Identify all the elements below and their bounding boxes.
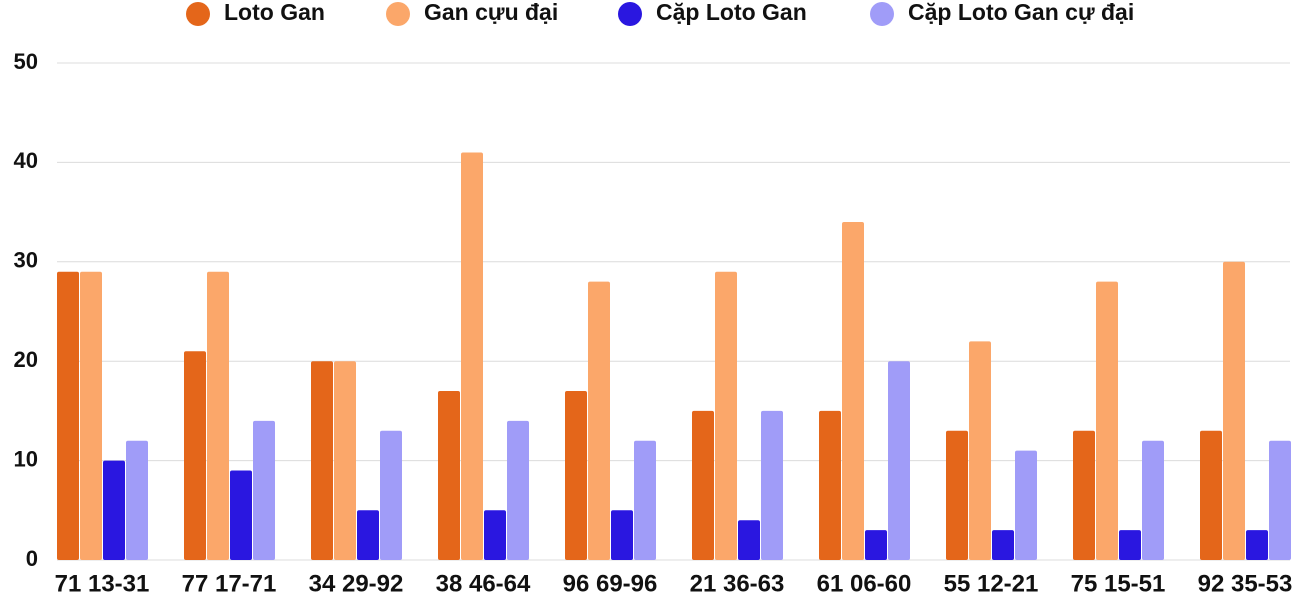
x-tick-label: 92 35-53: [1198, 570, 1293, 597]
y-tick-label: 10: [14, 446, 38, 471]
bar: [507, 420, 529, 560]
bar: [438, 391, 460, 560]
bar: [1142, 440, 1164, 560]
bar: [126, 440, 148, 560]
legend-marker: [618, 2, 642, 26]
x-tick-label: 75 15-51: [1071, 570, 1166, 597]
x-tick-label: 38 46-64: [436, 570, 531, 597]
legend-label: Gan cựu đại: [424, 0, 558, 25]
x-tick-label: 96 69-96: [563, 570, 658, 597]
x-tick-label: 34 29-92: [309, 570, 404, 597]
bar: [1073, 430, 1095, 560]
bar: [230, 470, 252, 560]
bar: [865, 530, 887, 560]
y-tick-label: 40: [14, 148, 38, 173]
bar: [484, 510, 506, 560]
bar: [1096, 281, 1118, 560]
legend-label: Loto Gan: [224, 0, 325, 25]
x-tick-label: 61 06-60: [817, 570, 912, 597]
bar: [946, 430, 968, 560]
x-tick-label: 77 17-71: [182, 570, 277, 597]
bar: [1015, 450, 1037, 560]
bar: [380, 430, 402, 560]
bar: [969, 341, 991, 560]
bar: [103, 460, 125, 560]
bar: [819, 410, 841, 560]
bar: [715, 271, 737, 560]
bar: [842, 222, 864, 561]
bar: [888, 361, 910, 560]
legend-marker: [386, 2, 410, 26]
bar: [634, 440, 656, 560]
y-tick-label: 0: [26, 546, 38, 571]
y-tick-label: 20: [14, 347, 38, 372]
bar: [80, 271, 102, 560]
bar: [588, 281, 610, 560]
legend-label: Cặp Loto Gan: [656, 0, 807, 25]
bar: [334, 361, 356, 560]
bar: [692, 410, 714, 560]
x-tick-label: 21 36-63: [690, 570, 785, 597]
bar: [311, 361, 333, 560]
bar: [1223, 261, 1245, 560]
bar: [992, 530, 1014, 560]
bar: [57, 271, 79, 560]
bar: [1119, 530, 1141, 560]
y-tick-label: 50: [14, 49, 38, 74]
bar: [357, 510, 379, 560]
y-tick-label: 30: [14, 248, 38, 273]
x-tick-label: 71 13-31: [55, 570, 150, 597]
legend-marker: [186, 2, 210, 26]
bar: [1246, 530, 1268, 560]
bar: [738, 520, 760, 560]
bar: [565, 391, 587, 560]
bar: [611, 510, 633, 560]
bar: [253, 420, 275, 560]
bar: [184, 351, 206, 560]
bar: [207, 271, 229, 560]
bar: [461, 152, 483, 560]
bar: [761, 410, 783, 560]
bar: [1200, 430, 1222, 560]
legend-label: Cặp Loto Gan cự đại: [908, 0, 1134, 25]
x-tick-label: 55 12-21: [944, 570, 1039, 597]
bar: [1269, 440, 1291, 560]
legend-marker: [870, 2, 894, 26]
